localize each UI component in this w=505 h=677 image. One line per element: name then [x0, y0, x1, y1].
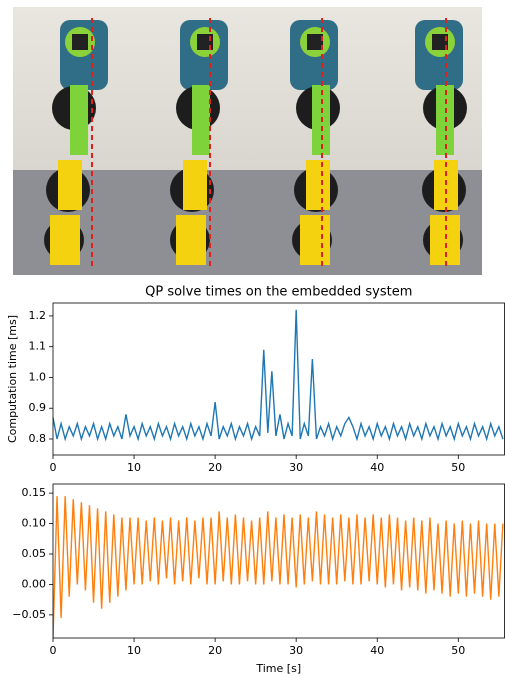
x-tick-label: 40 [370, 461, 384, 474]
y-tick-label: 1.1 [29, 340, 47, 353]
robot [170, 18, 228, 268]
y-tick-label: 0.15 [22, 486, 47, 499]
robot [290, 18, 340, 268]
x-tick-label: 10 [127, 461, 141, 474]
y-tick-label: 1.2 [29, 309, 47, 322]
x-axis-label: Time [s] [255, 662, 301, 675]
data-line [53, 496, 504, 638]
x-tick-label: 0 [50, 644, 57, 657]
y-tick-label: 0.10 [22, 517, 47, 530]
x-tick-label: 40 [370, 644, 384, 657]
x-tick-label: 20 [208, 461, 222, 474]
y-tick-label: 1.0 [29, 370, 47, 383]
y-tick-label: 0.00 [22, 577, 47, 590]
y-tick-label: 0.05 [22, 547, 47, 560]
y-axis-label: Computation time [ms] [6, 315, 19, 443]
chart-title: QP solve times on the embedded system [145, 285, 412, 300]
x-tick-label: 30 [289, 644, 303, 657]
data-line [53, 309, 504, 442]
x-tick-label: 10 [127, 644, 141, 657]
photo [13, 7, 482, 275]
robot [415, 18, 467, 268]
y-tick-label: −0.05 [12, 608, 46, 621]
x-tick-label: 30 [289, 461, 303, 474]
y-tick-label: 0.8 [29, 432, 47, 445]
x-tick-label: 20 [208, 644, 222, 657]
plot-frame [52, 302, 505, 456]
y-tick-label: 0.9 [29, 401, 47, 414]
robot [44, 18, 108, 268]
x-tick-label: 50 [451, 461, 465, 474]
x-tick-label: 50 [451, 644, 465, 657]
x-tick-label: 0 [50, 461, 57, 474]
